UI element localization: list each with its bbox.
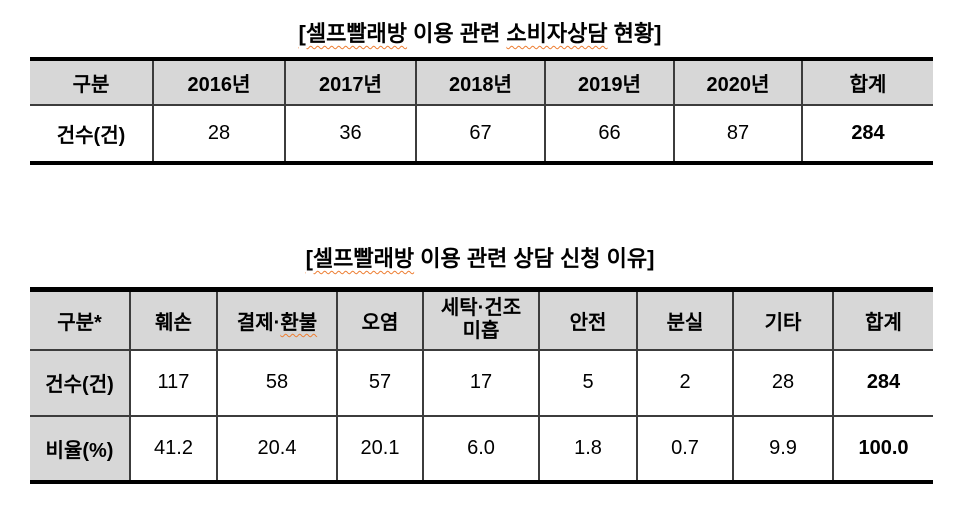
table2-count-cell: 17 bbox=[422, 349, 539, 416]
table1-header-row: 구분 2016년 2017년 2018년 2019년 2020년 합계 bbox=[30, 59, 933, 106]
table1-count-cell: 67 bbox=[415, 105, 545, 163]
table2-header-row: 구분* 훼손 결제·환불 오염 세탁·건조 미흡 안전 분실 기타 합계 bbox=[30, 289, 933, 351]
table1-title-misspelled-segment: [셀프빨래방 bbox=[298, 21, 408, 46]
table1-count-cell: 66 bbox=[544, 105, 674, 163]
table2-header-damage: 훼손 bbox=[129, 289, 217, 351]
table2-header-total: 합계 bbox=[832, 289, 933, 351]
table2-header-contamination: 오염 bbox=[336, 289, 423, 351]
table2-header-category: 구분* bbox=[30, 289, 130, 351]
table2-count-cell: 2 bbox=[636, 349, 733, 416]
table1-count-cell: 87 bbox=[673, 105, 802, 163]
table2-count-cell: 28 bbox=[732, 349, 833, 416]
table2-count-cell: 117 bbox=[129, 349, 217, 416]
table2-header-loss: 분실 bbox=[636, 289, 733, 351]
table2-header-wash-dry-line1: 세탁·건조 bbox=[440, 297, 522, 320]
table2-title-misspelled-segment: [셀프빨래방 bbox=[305, 246, 415, 271]
table2-title: [셀프빨래방 이용 관련 상담 신청 이유] bbox=[0, 241, 960, 273]
table1-total-cell: 284 bbox=[801, 105, 933, 163]
table1-header-year-2020: 2020년 bbox=[673, 59, 802, 106]
table2-ratio-cell: 6.0 bbox=[422, 414, 539, 482]
table1-title-segment: 현황] bbox=[607, 21, 662, 46]
table2-ratio-cell: 41.2 bbox=[129, 414, 217, 482]
table2-count-cell: 57 bbox=[336, 349, 423, 416]
table1-header-year-2019: 2019년 bbox=[544, 59, 674, 106]
table1-title-segment: 이용 관련 bbox=[407, 21, 507, 46]
table1-header-total: 합계 bbox=[801, 59, 933, 106]
table1-count-cell: 28 bbox=[152, 105, 285, 163]
table2-count-cell: 58 bbox=[216, 349, 337, 416]
table2-header-refund-misspelled-segment: 환불 bbox=[280, 311, 318, 334]
table2-ratio-cell: 20.1 bbox=[336, 414, 423, 482]
table1-header-year-2017: 2017년 bbox=[284, 59, 416, 106]
table2-consultation-reasons: 구분* 훼손 결제·환불 오염 세탁·건조 미흡 안전 분실 기타 합계 건수(건… bbox=[30, 287, 933, 484]
table2-ratio-cell: 0.7 bbox=[636, 414, 733, 482]
table1-title-misspelled-segment: 소비자상담 bbox=[506, 21, 608, 46]
table1-row-label: 건수(건) bbox=[56, 125, 126, 147]
table1-consultation-status: 구분 2016년 2017년 2018년 2019년 2020년 합계 건수(건… bbox=[30, 57, 933, 165]
table2-header-other: 기타 bbox=[732, 289, 833, 351]
table2-count-cell: 5 bbox=[538, 349, 637, 416]
table2-ratio-total-cell: 100.0 bbox=[832, 414, 933, 482]
table1-header-year-2016: 2016년 bbox=[152, 59, 285, 106]
table2-count-row: 건수(건) 117 58 57 17 5 2 28 284 bbox=[30, 349, 933, 416]
table2-header-wash-dry-insufficient: 세탁·건조 미흡 bbox=[422, 289, 539, 351]
table1-title: [셀프빨래방 이용 관련 소비자상담 현황] bbox=[0, 16, 960, 48]
table2-row-label-ratio: 비율(%) bbox=[30, 414, 130, 482]
table2-row-label-count: 건수(건) bbox=[30, 349, 130, 416]
table2-header-wash-dry-line2: 미흡 bbox=[462, 320, 500, 343]
table1-count-row: 건수(건) 28 36 67 66 87 284 bbox=[30, 105, 933, 163]
table2-title-segment: 이용 관련 상담 신청 이유] bbox=[414, 246, 655, 271]
table1-count-cell: 36 bbox=[284, 105, 416, 163]
table1-header-year-2018: 2018년 bbox=[415, 59, 545, 106]
table2-header-payment-segment: 결제· bbox=[236, 311, 281, 334]
table2-ratio-row: 비율(%) 41.2 20.4 20.1 6.0 1.8 0.7 9.9 100… bbox=[30, 414, 933, 482]
table2-count-total-cell: 284 bbox=[832, 349, 933, 416]
table2-header-safety: 안전 bbox=[538, 289, 637, 351]
table2-ratio-cell: 1.8 bbox=[538, 414, 637, 482]
table2-ratio-cell: 20.4 bbox=[216, 414, 337, 482]
table2-ratio-cell: 9.9 bbox=[732, 414, 833, 482]
table2-header-payment-refund: 결제·환불 bbox=[216, 289, 337, 351]
table1-header-category: 구분 bbox=[30, 59, 153, 106]
